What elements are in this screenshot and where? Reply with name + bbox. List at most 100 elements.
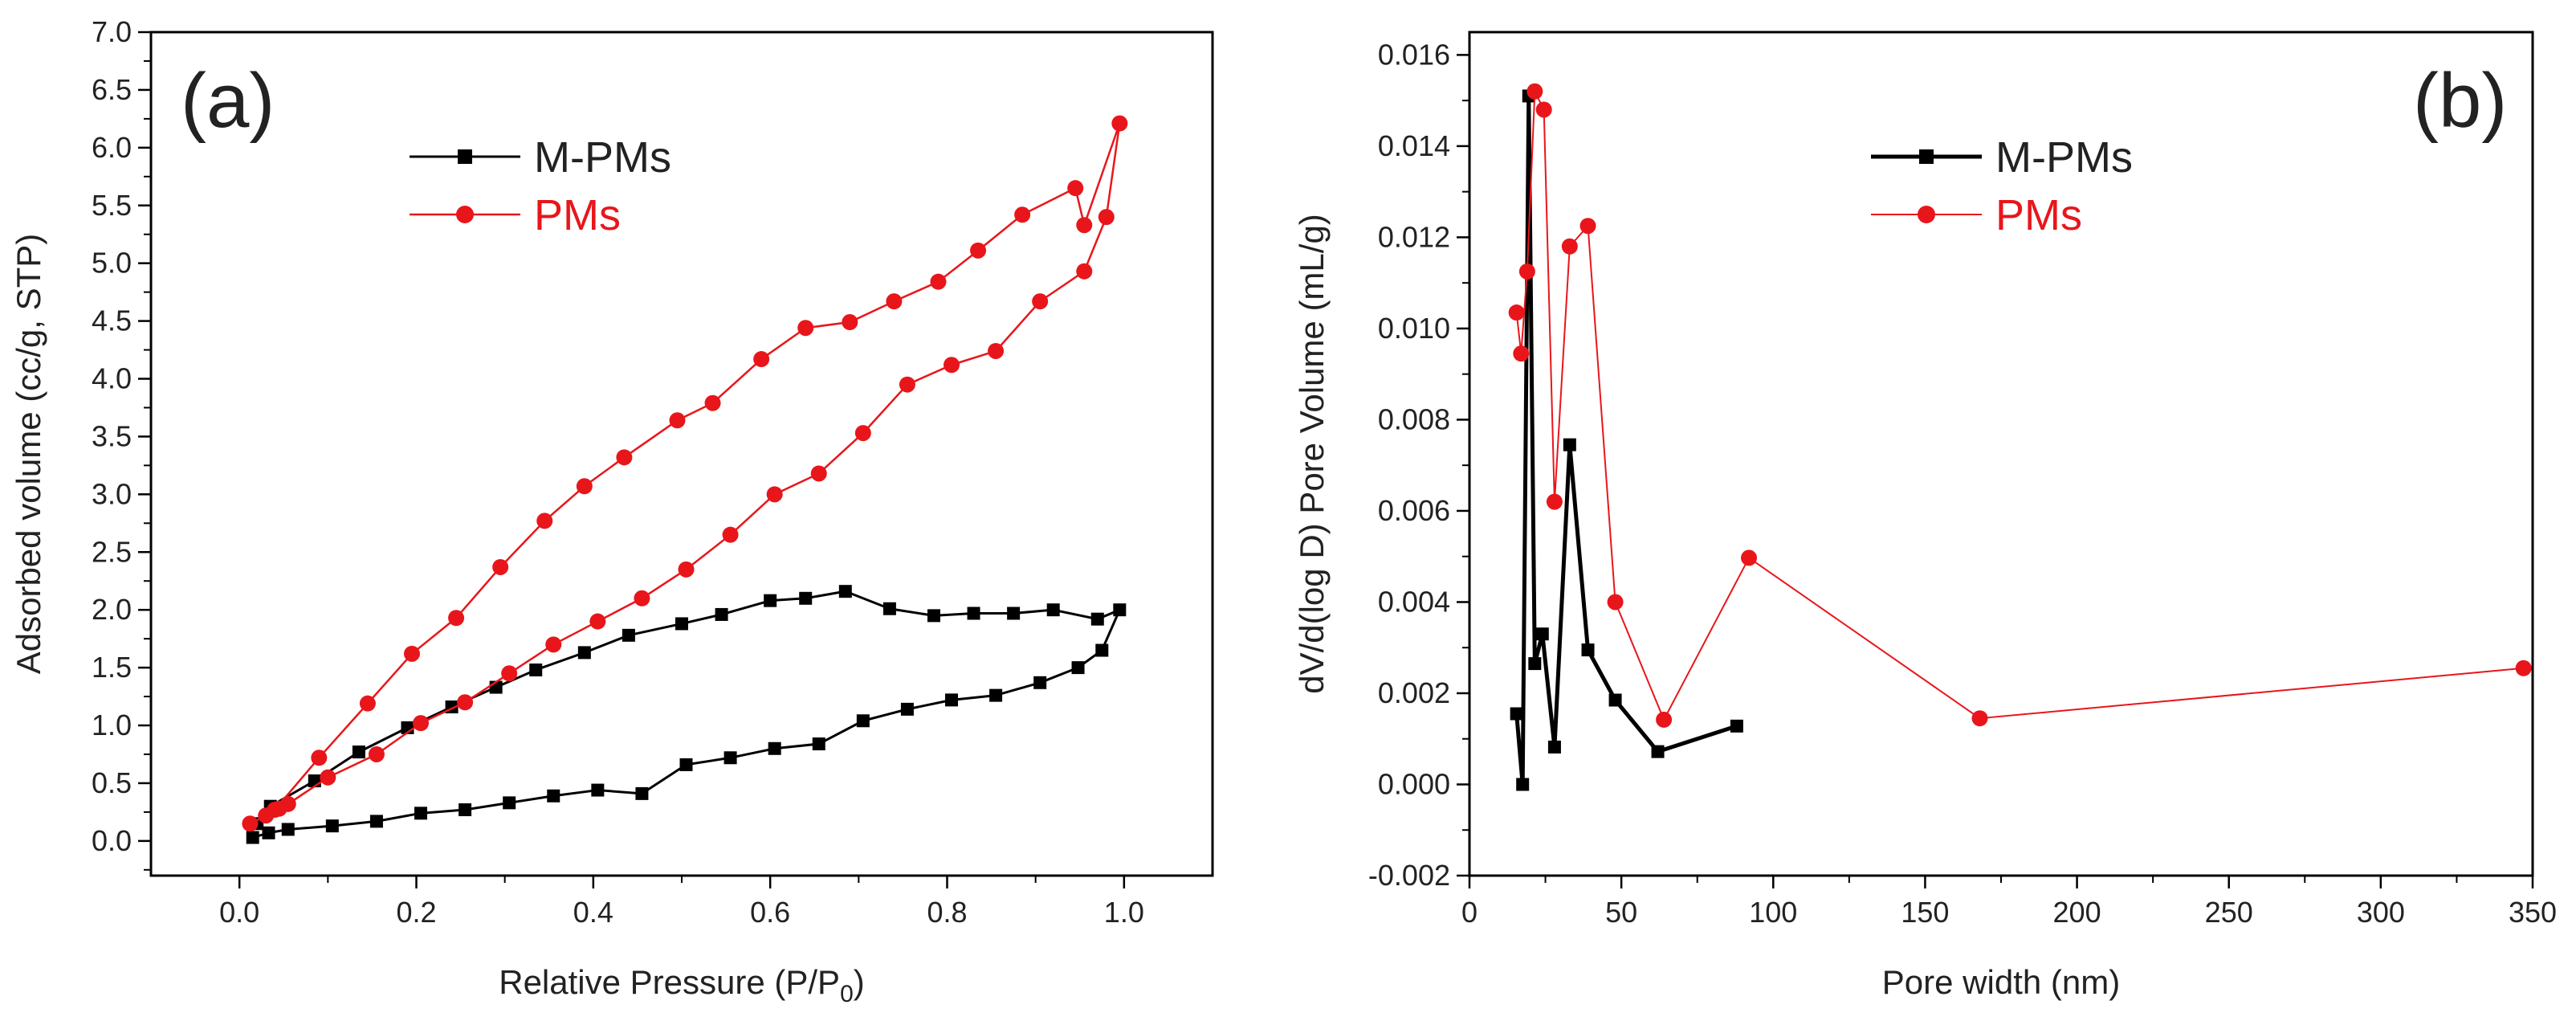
data-point-pms xyxy=(536,513,553,529)
data-point-m-pms xyxy=(679,758,693,771)
data-point-pms xyxy=(634,590,650,607)
data-point-pms xyxy=(842,314,858,331)
data-point-pms xyxy=(320,769,336,786)
data-point-pms xyxy=(988,342,1005,359)
y-tick-label: 0.014 xyxy=(1378,129,1450,162)
data-point-pms xyxy=(678,561,695,578)
data-point-m-pms xyxy=(281,823,295,836)
y-tick-label: 0.0 xyxy=(92,824,132,857)
data-point-pms xyxy=(1546,493,1563,510)
data-point-pms xyxy=(1513,345,1530,362)
x-tick-label: 0.0 xyxy=(219,896,259,929)
data-point-pms xyxy=(944,357,960,374)
data-point-pms xyxy=(413,715,430,732)
data-point-pms xyxy=(970,242,987,259)
x-axis-label-a-sub: 0 xyxy=(840,981,854,1007)
data-point-m-pms xyxy=(414,807,428,820)
ticks-a: 0.0 0.2 0.4 0.6 0.8 1.0 0.0 0.5 1.0 1.5 2.0 2.5 3.0 3… xyxy=(92,15,1144,929)
x-tick-label: 0.4 xyxy=(573,896,613,929)
data-point-pms xyxy=(1076,217,1093,234)
data-point-pms xyxy=(492,558,509,575)
data-point-pms xyxy=(576,478,593,495)
y-tick-label: 0.004 xyxy=(1378,585,1450,618)
data-point-m-pms xyxy=(856,714,870,728)
data-point-m-pms xyxy=(262,826,275,839)
data-point-m-pms xyxy=(1581,643,1595,657)
y-tick-label: 7.0 xyxy=(92,15,132,48)
y-axis-label-b: dV/d(log D) Pore Volume (mL/g) xyxy=(1293,214,1331,694)
data-point-pms xyxy=(403,645,420,662)
data-point-m-pms xyxy=(325,819,339,833)
data-point-pms xyxy=(1032,293,1049,310)
data-point-m-pms xyxy=(1510,707,1523,721)
data-point-m-pms xyxy=(967,607,980,620)
x-tick-label: 100 xyxy=(1749,896,1797,929)
x-tick-label: 0.8 xyxy=(927,896,967,929)
data-point-pms xyxy=(930,273,947,290)
data-point-pms xyxy=(448,610,465,627)
y-tick-label: 5.0 xyxy=(92,247,132,280)
data-point-pms xyxy=(501,665,518,682)
data-point-pms xyxy=(1526,83,1543,100)
data-point-pms xyxy=(1579,218,1596,235)
data-point-m-pms xyxy=(622,628,635,642)
data-point-pms xyxy=(722,526,739,543)
data-point-pms xyxy=(810,465,827,482)
x-axis-label-a-main: Relative Pressure (P/P xyxy=(499,963,840,1001)
series-a xyxy=(242,115,1128,844)
data-point-m-pms xyxy=(1113,603,1127,617)
x-axis-label-b: Pore width (nm) xyxy=(1882,963,2120,1001)
legend-marker-pms-a xyxy=(456,206,474,223)
data-point-pms xyxy=(704,394,721,411)
legend-label-m-pms-b: M-PMs xyxy=(1995,133,2133,182)
data-point-m-pms xyxy=(1033,676,1047,689)
data-point-m-pms xyxy=(900,702,914,716)
y-tick-label: 0.5 xyxy=(92,766,132,799)
data-point-pms xyxy=(368,745,385,762)
data-point-pms xyxy=(753,351,770,368)
x-tick-label: 200 xyxy=(2053,896,2101,929)
chart-panel-b: 0 50 100 150 200 250 300 350 -0.002 0.000 0.002 0.0… xyxy=(1293,31,2557,1001)
data-point-pms xyxy=(457,694,474,711)
chart-panel-a: 0.0 0.2 0.4 0.6 0.8 1.0 0.0 0.5 1.0 1.5 2.0 2.5 3.0 3… xyxy=(10,15,1214,1007)
x-tick-label: 350 xyxy=(2509,896,2557,929)
data-point-m-pms xyxy=(764,594,777,607)
y-tick-label: 6.0 xyxy=(92,131,132,164)
data-point-pms xyxy=(242,815,259,832)
y-tick-label: 4.5 xyxy=(92,304,132,337)
data-point-pms xyxy=(545,636,562,653)
data-point-m-pms xyxy=(1563,438,1576,451)
data-point-m-pms xyxy=(1528,657,1542,671)
legend-a: M-PMs PMs xyxy=(410,133,671,239)
data-point-pms xyxy=(1971,710,1988,727)
x-tick-label: 0 xyxy=(1461,896,1478,929)
x-tick-label: 0.2 xyxy=(396,896,436,929)
series-b xyxy=(1508,83,2532,791)
data-point-m-pms xyxy=(768,741,781,755)
ticks-b: 0 50 100 150 200 250 300 350 -0.002 0.000 0.002 0.0… xyxy=(1368,38,2557,929)
data-point-pms xyxy=(589,613,606,630)
series-line-pms xyxy=(1515,90,2524,721)
y-tick-label: -0.002 xyxy=(1368,859,1450,892)
data-point-pms xyxy=(669,412,686,429)
data-point-m-pms xyxy=(989,688,1003,702)
data-point-m-pms xyxy=(675,617,688,631)
data-point-m-pms xyxy=(1046,603,1060,617)
data-point-pms xyxy=(1067,180,1084,197)
data-point-pms xyxy=(886,293,903,310)
data-point-m-pms xyxy=(1516,778,1530,791)
data-point-m-pms xyxy=(715,607,728,621)
data-point-m-pms xyxy=(369,815,383,828)
data-point-pms xyxy=(766,486,783,503)
data-point-m-pms xyxy=(1547,740,1561,754)
y-tick-label: 0.016 xyxy=(1378,38,1450,71)
y-tick-label: 6.5 xyxy=(92,73,132,106)
data-point-m-pms xyxy=(812,737,825,751)
series-line-m-pms xyxy=(1514,93,1738,786)
data-point-pms xyxy=(616,449,633,466)
y-tick-label: 0.002 xyxy=(1378,676,1450,709)
data-point-pms xyxy=(1607,594,1624,611)
y-tick-label: 3.0 xyxy=(92,477,132,510)
data-point-pms xyxy=(854,425,871,442)
